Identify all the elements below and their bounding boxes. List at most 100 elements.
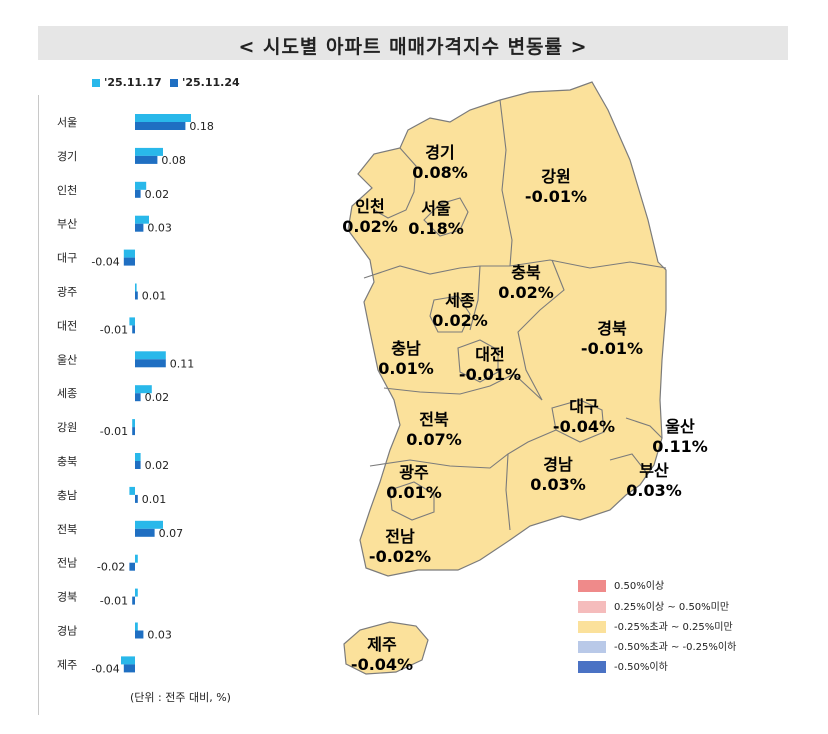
category-label: 서울 (57, 116, 77, 129)
category-label: 제주 (57, 658, 77, 671)
data-label: 0.02 (145, 391, 170, 404)
data-label: 0.02 (145, 188, 170, 201)
map-regions (343, 81, 667, 675)
border-gwangju (389, 481, 435, 521)
bar-this-week (135, 189, 141, 198)
bar-this-week (132, 427, 135, 436)
category-label: 인천 (57, 183, 77, 197)
region-name-12: 광주 (399, 463, 429, 482)
region-value-14: 0.03% (626, 481, 682, 500)
region-value-9: -0.04% (553, 417, 615, 436)
legend-swatch-prev-week (92, 79, 100, 87)
category-label: 충남 (57, 489, 77, 502)
data-label: 0.08 (161, 154, 186, 167)
category-label: 전남 (57, 557, 77, 570)
mainland-shape (347, 81, 667, 577)
data-label: 0.07 (159, 527, 184, 540)
border-gyeongnam-north (505, 453, 511, 531)
data-label: 0.03 (147, 629, 172, 642)
region-value-2: 0.02% (342, 217, 398, 236)
bar-this-week (132, 596, 135, 605)
unit-note: (단위 : 전주 대비, %) (130, 691, 231, 704)
bar-chart-panel: 서울 0.18 경기 0.08 인천 0.02 부산 0.03 대구 -0.04 광주 0.01 대전 -… (38, 95, 261, 715)
data-label: 0.02 (145, 459, 170, 472)
legend-swatch-this-week (170, 79, 178, 87)
map-legend-label: -0.50%이하 (614, 662, 668, 673)
map-legend-swatch (578, 601, 606, 613)
data-label: 0.11 (170, 357, 195, 370)
bar-this-week (129, 562, 135, 571)
border-sejong (429, 295, 471, 333)
bar-prev-week (135, 351, 166, 360)
data-label: -0.02 (97, 561, 125, 574)
bar-prev-week (135, 181, 147, 190)
legend-item-prev-week: '25.11.17 (92, 76, 162, 89)
bar-prev-week (135, 385, 152, 394)
bar-this-week (135, 291, 138, 300)
region-value-3: 0.18% (408, 219, 464, 238)
legend-label-this-week: '25.11.24 (182, 76, 240, 89)
region-name-8: 경북 (597, 319, 627, 338)
bar-this-week (123, 664, 135, 673)
bar-prev-week (129, 486, 135, 495)
border-daejeon (457, 339, 499, 383)
map-legend-label: -0.25%초과 ~ 0.25%미만 (614, 622, 733, 633)
bar-this-week (135, 155, 158, 164)
bar-prev-week (135, 283, 137, 292)
border-chung-jeonbuk (383, 373, 543, 401)
data-label: -0.04 (91, 662, 119, 675)
map-labels: 경기0.08% 강원-0.01%인천0.02%서울0.18%충북0.02%세종0.… (342, 143, 708, 674)
bar-prev-week (135, 554, 138, 563)
bar-this-week (123, 257, 135, 266)
border-gyeonggi-gangwon (499, 99, 513, 267)
bar-prev-week (135, 114, 191, 122)
region-name-15: 전남 (385, 527, 415, 546)
bar-this-week (135, 528, 155, 537)
bar-prev-week (132, 419, 135, 428)
data-label: 0.03 (147, 222, 172, 235)
category-label: 광주 (57, 286, 77, 299)
legend-label-prev-week: '25.11.17 (104, 76, 162, 89)
category-label: 세종 (57, 387, 77, 400)
region-value-1: -0.01% (525, 187, 587, 206)
bar-this-week (135, 461, 141, 469)
data-label: 0.18 (189, 120, 214, 133)
border-gyeonggi-chung (363, 265, 510, 279)
bar-this-week (135, 223, 144, 232)
region-value-4: 0.02% (498, 283, 554, 302)
bar-this-week (135, 122, 186, 130)
border-chungnam-chungbuk (469, 265, 481, 331)
bar-chart: 서울 0.18 경기 0.08 인천 0.02 부산 0.03 대구 -0.04 광주 0.01 대전 -… (57, 114, 214, 675)
region-value-0: 0.08% (412, 163, 468, 182)
bar-prev-week (129, 317, 135, 326)
category-label: 대구 (57, 252, 77, 265)
map-legend-swatch (578, 580, 606, 592)
bar-prev-week (135, 215, 149, 224)
data-label: -0.01 (100, 425, 128, 438)
page-title: < 시도별 아파트 매매가격지수 변동률 > (238, 36, 588, 58)
map-legend-label: 0.50%이상 (614, 581, 665, 592)
category-label: 경남 (57, 625, 77, 638)
bar-prev-week (135, 520, 163, 529)
category-label: 충북 (57, 455, 77, 468)
border-gangwon-south (509, 259, 667, 269)
region-name-13: 경남 (543, 455, 573, 474)
category-label: 경기 (57, 150, 77, 163)
region-value-12: 0.01% (386, 483, 442, 502)
border-ulsan (625, 417, 663, 439)
region-name-11: 울산 (665, 417, 695, 436)
data-label: 0.01 (142, 493, 167, 506)
region-name-5: 세종 (445, 291, 475, 310)
map-legend-label: 0.25%이상 ~ 0.50%미만 (614, 602, 730, 613)
bar-this-week (135, 630, 144, 639)
legend-item-this-week: '25.11.24 (170, 76, 240, 89)
korea-map: 경기0.08% 강원-0.01%인천0.02%서울0.18%충북0.02%세종0.… (342, 81, 708, 675)
jeju-shape (343, 621, 429, 675)
map-borders (363, 99, 667, 531)
bar-prev-week (135, 147, 163, 156)
region-value-6: 0.01% (378, 359, 434, 378)
data-label: -0.04 (91, 256, 119, 269)
bar-this-week (132, 325, 135, 334)
region-value-13: 0.03% (530, 475, 586, 494)
border-seoul (423, 197, 469, 237)
